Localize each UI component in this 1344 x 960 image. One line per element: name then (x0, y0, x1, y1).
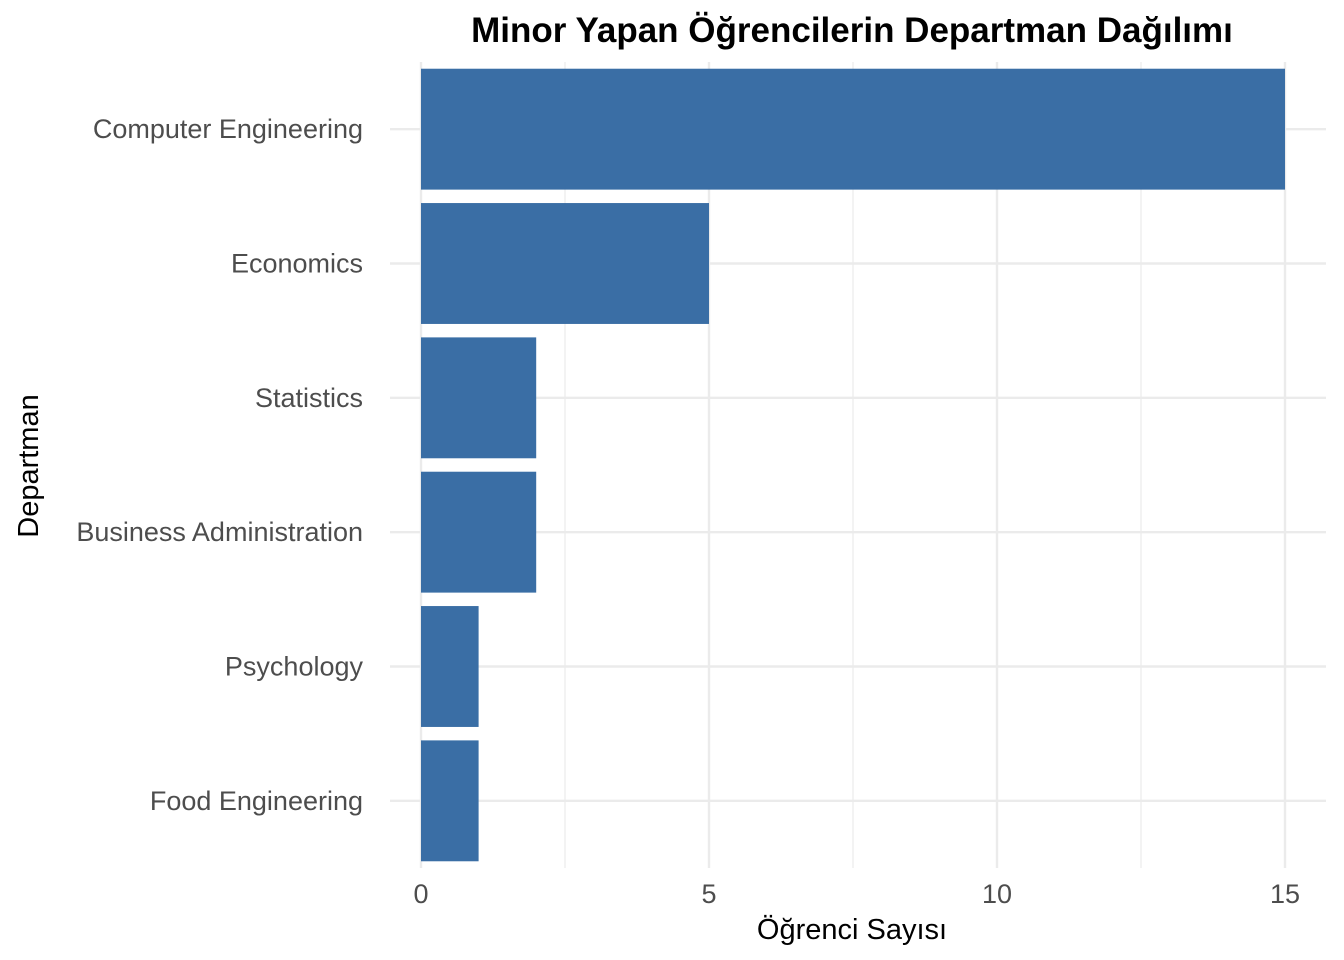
y-tick-labels: Computer Engineering Economics Statistics B… (76, 114, 363, 816)
chart-title: Minor Yapan Öğrencilerin Departman Dağıl… (471, 11, 1233, 50)
bar (421, 203, 709, 324)
x-axis-title: Öğrenci Sayısı (757, 914, 947, 946)
y-tick-label: Statistics (255, 383, 363, 413)
grid-lines (390, 62, 1326, 868)
bar (421, 740, 479, 862)
bars (421, 68, 1285, 862)
bar (421, 68, 1285, 190)
x-tick-label: 10 (982, 879, 1012, 909)
x-tick-label: 15 (1270, 879, 1300, 909)
x-tick-label: 5 (701, 879, 716, 909)
y-axis-title: Departman (13, 394, 45, 537)
y-tick-label: Economics (231, 249, 363, 279)
y-tick-label: Psychology (225, 652, 364, 682)
bar (421, 337, 537, 459)
x-tick-label: 0 (413, 879, 428, 909)
x-tick-labels: 0 5 10 15 (413, 879, 1300, 909)
bar (421, 606, 479, 727)
bar (421, 471, 537, 593)
y-tick-label: Business Administration (76, 517, 363, 547)
y-tick-label: Computer Engineering (93, 114, 363, 144)
y-tick-label: Food Engineering (150, 786, 363, 816)
